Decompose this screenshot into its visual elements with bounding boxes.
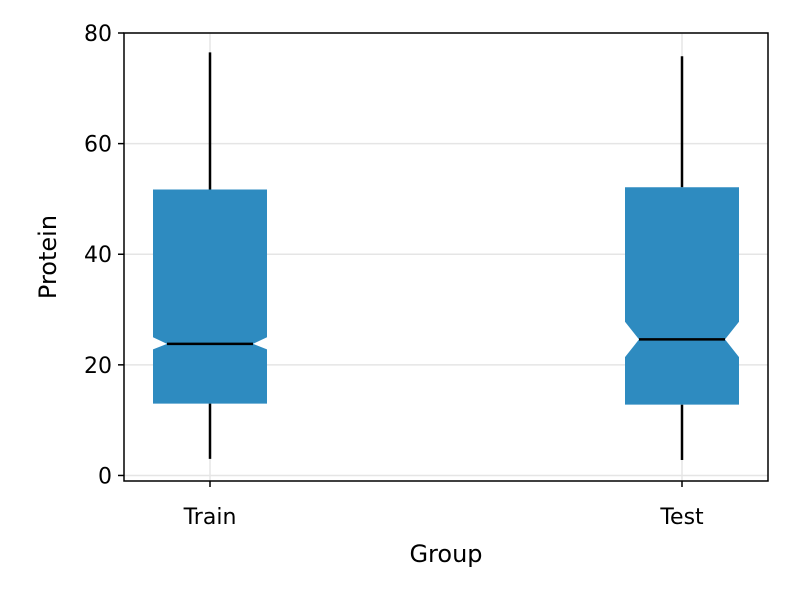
x-axis-label: Group bbox=[409, 540, 482, 568]
y-tick-label: 20 bbox=[84, 354, 112, 379]
y-axis-label: Protein bbox=[34, 215, 62, 299]
x-tick-label: Test bbox=[659, 505, 704, 530]
y-tick-label: 40 bbox=[84, 243, 112, 268]
y-tick-label: 60 bbox=[84, 133, 112, 158]
x-tick-label: Train bbox=[183, 505, 237, 530]
y-tick-label: 0 bbox=[98, 464, 112, 489]
axis-layer: 0 20 40 60 80 Train Test bbox=[84, 22, 704, 530]
plot-frame bbox=[123, 32, 769, 482]
box-layer bbox=[153, 52, 739, 460]
box-body bbox=[625, 187, 739, 405]
box-body bbox=[153, 189, 267, 404]
y-tick-label: 80 bbox=[84, 22, 112, 47]
